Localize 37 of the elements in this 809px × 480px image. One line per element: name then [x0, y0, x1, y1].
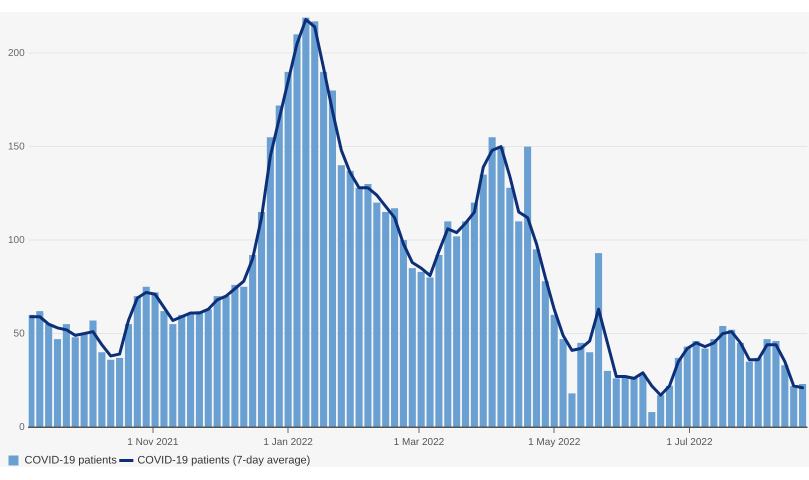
x-tick-label: 1 Nov 2021	[127, 436, 179, 448]
x-tick-label: 1 Jan 2022	[263, 436, 314, 448]
bar	[89, 320, 97, 426]
bar	[222, 296, 230, 426]
bar	[258, 212, 266, 426]
bar	[799, 384, 806, 426]
bar	[568, 393, 576, 426]
bar	[736, 342, 744, 426]
y-tick-label: 100	[8, 234, 26, 246]
bar	[701, 348, 709, 426]
bar	[160, 311, 168, 426]
x-tick-label: 1 Mar 2022	[394, 436, 445, 448]
bar	[328, 90, 336, 426]
x-tick-label: 1 May 2022	[528, 436, 581, 448]
bar	[666, 386, 674, 426]
bar	[497, 146, 505, 426]
bar	[604, 370, 611, 426]
y-tick-label: 150	[8, 141, 26, 152]
bar	[54, 339, 62, 426]
y-tick-label: 200	[8, 48, 26, 59]
bar	[630, 378, 638, 426]
x-tick-label: 1 Jul 2022	[666, 436, 713, 448]
y-tick-label: 50	[14, 328, 26, 340]
bar	[187, 312, 194, 426]
bar	[426, 277, 434, 426]
bar	[462, 221, 470, 426]
bar	[532, 249, 540, 426]
bar	[400, 240, 407, 426]
legend-label: COVID-19 patients	[24, 454, 118, 467]
bar	[124, 324, 132, 426]
bar	[772, 341, 780, 426]
bar	[364, 184, 372, 426]
bar	[595, 253, 602, 426]
y-tick-label: 0	[19, 422, 26, 433]
bar	[391, 208, 398, 426]
bar	[293, 34, 301, 426]
legend-label: COVID-19 patients (7-day average)	[137, 454, 310, 467]
